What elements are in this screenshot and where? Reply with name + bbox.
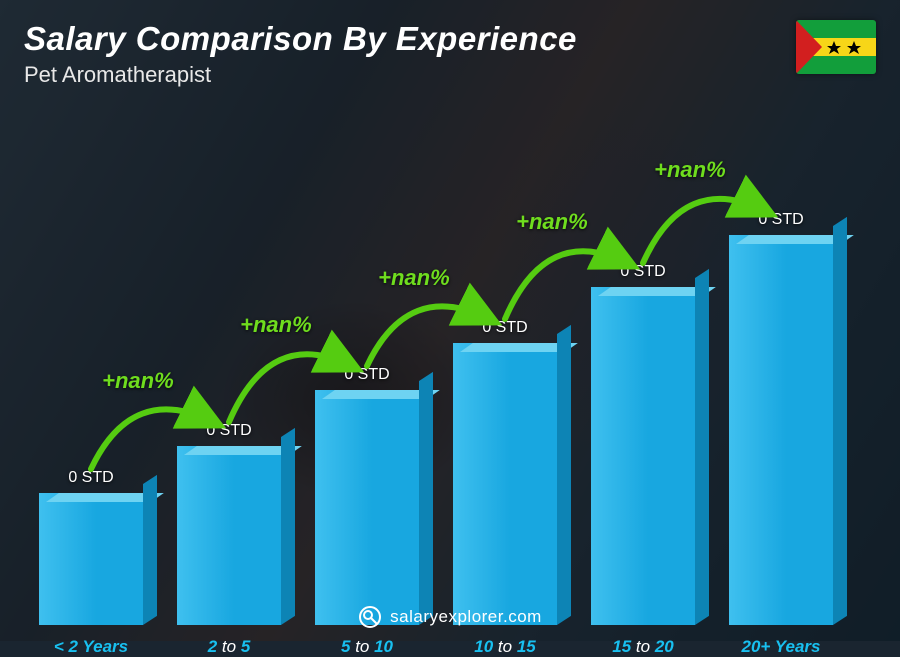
x-axis-label: 10 to 15 [438, 637, 572, 657]
bar-value-label: 0 STD [482, 319, 527, 337]
bar-column: 0 STD 10 to 15 [438, 98, 572, 625]
chart-container: Salary Comparison By Experience Pet Arom… [0, 0, 900, 641]
bar-value-label: 0 STD [68, 469, 113, 487]
bar-value-label: 0 STD [344, 366, 389, 384]
footer-text: salaryexplorer.com [390, 607, 542, 627]
x-axis-label: 20+ Years [714, 637, 848, 657]
logo-icon [358, 605, 382, 629]
bar [729, 235, 834, 625]
bar-column: 0 STD 2 to 5 [162, 98, 296, 625]
bar-column: 0 STD 20+ Years [714, 98, 848, 625]
x-axis-label: < 2 Years [24, 637, 158, 657]
chart-subtitle: Pet Aromatherapist [24, 62, 876, 88]
bars-row: 0 STD < 2 Years 0 STD 2 to 5 0 STD [24, 98, 848, 625]
bar-chart: 0 STD < 2 Years 0 STD 2 to 5 0 STD [24, 98, 848, 625]
header: Salary Comparison By Experience Pet Arom… [24, 20, 876, 88]
bar-value-label: 0 STD [620, 263, 665, 281]
country-flag-icon [796, 20, 876, 74]
bar [591, 287, 696, 625]
bar-column: 0 STD 5 to 10 [300, 98, 434, 625]
bar-column: 0 STD < 2 Years [24, 98, 158, 625]
bar-value-label: 0 STD [206, 422, 251, 440]
bar [177, 446, 282, 625]
x-axis-label: 15 to 20 [576, 637, 710, 657]
x-axis-label: 2 to 5 [162, 637, 296, 657]
chart-title: Salary Comparison By Experience [24, 20, 876, 58]
bar-value-label: 0 STD [758, 211, 803, 229]
bar [453, 343, 558, 625]
bar-column: 0 STD 15 to 20 [576, 98, 710, 625]
footer: salaryexplorer.com [0, 605, 900, 629]
bar [315, 390, 420, 625]
x-axis-label: 5 to 10 [300, 637, 434, 657]
